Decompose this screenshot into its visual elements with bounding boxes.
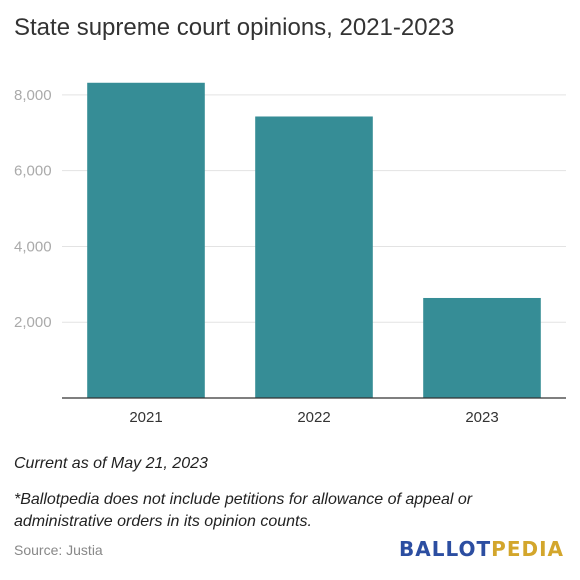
- logo-pedia-text: PEDIA: [491, 537, 564, 561]
- y-tick-label: 8,000: [14, 87, 52, 104]
- bar-chart: 2,000 4,000 6,000 8,000 2021 2022 2023: [14, 82, 566, 426]
- y-tick-label: 6,000: [14, 163, 52, 180]
- logo-ballot-text: BALLOT: [399, 537, 492, 561]
- current-as-of-note: Current as of May 21, 2023: [14, 455, 208, 472]
- disclaimer-note: *Ballotpedia does not include petitions …: [14, 491, 473, 530]
- x-tick-label: 2022: [297, 409, 330, 426]
- chart-title: State supreme court opinions, 2021-2023: [14, 14, 455, 41]
- x-tick-label: 2023: [465, 409, 498, 426]
- x-tick-label: 2021: [129, 409, 162, 426]
- source-label: Source: Justia: [14, 542, 103, 558]
- y-axis-tick-labels: 2,000 4,000 6,000 8,000: [14, 87, 52, 331]
- y-tick-label: 2,000: [14, 314, 52, 331]
- ballotpedia-logo: BALLOTPEDIA: [399, 537, 564, 561]
- bar-2022: [255, 116, 373, 398]
- bar-2021: [87, 82, 205, 399]
- y-tick-label: 4,000: [14, 238, 52, 255]
- bars: [87, 82, 541, 399]
- x-axis-tick-labels: 2021 2022 2023: [129, 409, 498, 426]
- bar-2023: [423, 297, 541, 398]
